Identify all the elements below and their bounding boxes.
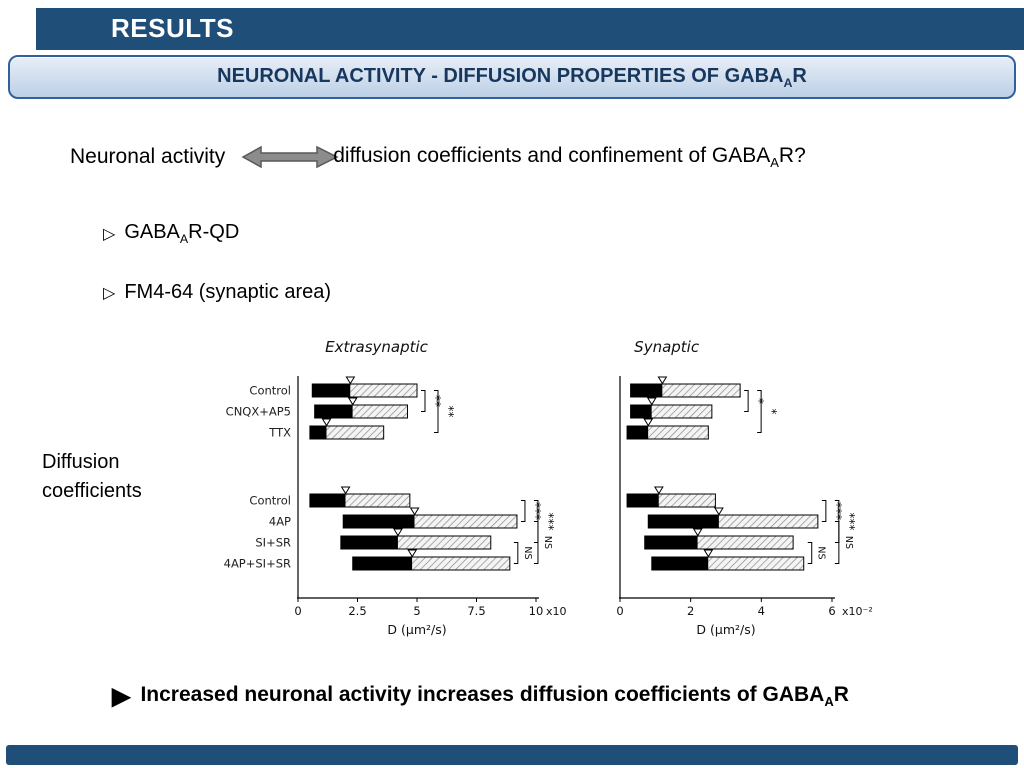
svg-text:SI+SR: SI+SR xyxy=(255,536,291,550)
svg-text:Control: Control xyxy=(249,494,291,508)
page-title: RESULTS xyxy=(111,13,234,43)
svg-text:***: *** xyxy=(830,502,844,520)
svg-text:7.5: 7.5 xyxy=(467,604,485,618)
svg-text:Synaptic: Synaptic xyxy=(634,338,700,356)
svg-text:Extrasynaptic: Extrasynaptic xyxy=(325,338,429,356)
svg-text:**: ** xyxy=(442,406,456,418)
header-bar: RESULTS xyxy=(36,8,1024,50)
svg-text:4AP: 4AP xyxy=(269,515,291,529)
svg-text:*: * xyxy=(752,398,766,404)
double-arrow-icon xyxy=(241,145,339,169)
svg-text:Control: Control xyxy=(249,384,291,398)
svg-text:D (μm²/s): D (μm²/s) xyxy=(696,622,755,637)
question-left-text: Neuronal activity xyxy=(70,145,226,169)
question-right-text: diffusion coefficients and confinement o… xyxy=(333,144,806,171)
bullet-text: FM4-64 (synaptic area) xyxy=(124,281,332,303)
svg-text:2.5: 2.5 xyxy=(348,604,366,618)
svg-text:NS: NS xyxy=(542,536,553,549)
svg-text:***: *** xyxy=(843,513,857,531)
svg-text:NS: NS xyxy=(843,536,854,549)
svg-text:4: 4 xyxy=(758,604,765,618)
svg-text:x10⁻²: x10⁻² xyxy=(546,605,567,618)
svg-text:0: 0 xyxy=(616,604,623,618)
play-triangle-icon: ▶ xyxy=(112,683,131,710)
svg-text:4AP+SI+SR: 4AP+SI+SR xyxy=(224,557,291,571)
conclusion-text: Increased neuronal activity increases di… xyxy=(140,683,849,710)
triangle-bullet-icon: ▷ xyxy=(103,225,116,243)
question-line: Neuronal activity diffusion coefficients… xyxy=(70,144,806,170)
bullet-item-gabar-qd: ▷ GABAAR-QD xyxy=(103,221,239,246)
triangle-bullet-icon: ▷ xyxy=(103,284,116,302)
svg-text:D (μm²/s): D (μm²/s) xyxy=(387,622,446,637)
svg-text:**: ** xyxy=(429,395,443,407)
bullet-item-fm4-64: ▷ FM4-64 (synaptic area) xyxy=(103,281,331,304)
svg-text:***: *** xyxy=(542,513,556,531)
svg-text:10: 10 xyxy=(529,604,544,618)
conclusion-line: ▶ Increased neuronal activity increases … xyxy=(112,682,849,711)
svg-text:CNQX+AP5: CNQX+AP5 xyxy=(226,405,291,419)
svg-text:x10⁻²: x10⁻² xyxy=(842,605,873,618)
svg-text:NS: NS xyxy=(816,546,827,559)
svg-text:2: 2 xyxy=(687,604,694,618)
subtitle-text: NEURONAL ACTIVITY - DIFFUSION PROPERTIES… xyxy=(217,64,807,90)
footer-bar xyxy=(6,745,1018,765)
bullet-text: GABAAR-QD xyxy=(124,221,240,246)
svg-text:NS: NS xyxy=(522,546,533,559)
subtitle-banner: NEURONAL ACTIVITY - DIFFUSION PROPERTIES… xyxy=(8,55,1016,99)
svg-text:*: * xyxy=(765,409,779,415)
svg-text:***: *** xyxy=(529,502,543,520)
svg-text:6: 6 xyxy=(828,604,835,618)
chart-extrasynaptic: Extrasynaptic Control CNQX+AP5 TTX Control 4A… xyxy=(224,338,567,637)
svg-text:5: 5 xyxy=(413,604,420,618)
svg-text:TTX: TTX xyxy=(268,426,291,440)
figure-label-diffusion-coefficients: Diffusion coefficients xyxy=(42,451,142,502)
svg-text:0: 0 xyxy=(294,604,301,618)
